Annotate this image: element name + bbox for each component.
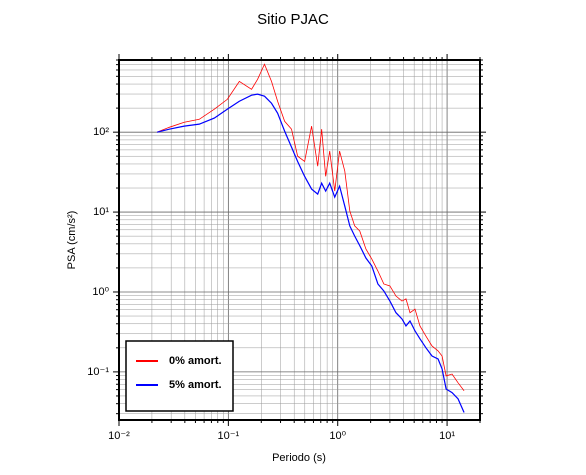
- data-line: [156, 93, 465, 413]
- y-axis-label: PSA (cm/s²): [66, 211, 78, 270]
- legend-label: 5% amort.: [169, 379, 222, 391]
- y-tick-label: 10⁰: [92, 286, 109, 298]
- y-tick-label: 10⁻¹: [87, 366, 109, 378]
- x-axis-label: Periodo (s): [272, 452, 326, 464]
- x-tick-label: 10⁻¹: [218, 430, 240, 442]
- x-tick-label: 10⁰: [329, 430, 346, 442]
- y-tick-label: 10¹: [93, 206, 109, 218]
- plot-frame: [118, 59, 481, 421]
- x-tick-label: 10¹: [439, 430, 455, 442]
- legend-box: [125, 340, 234, 412]
- legend-label: 0% amort.: [169, 355, 222, 367]
- chart-title: Sitio PJAC: [257, 11, 329, 28]
- y-tick-label: 10²: [93, 126, 109, 138]
- data-line: [156, 63, 465, 392]
- x-tick-label: 10⁻²: [108, 430, 130, 442]
